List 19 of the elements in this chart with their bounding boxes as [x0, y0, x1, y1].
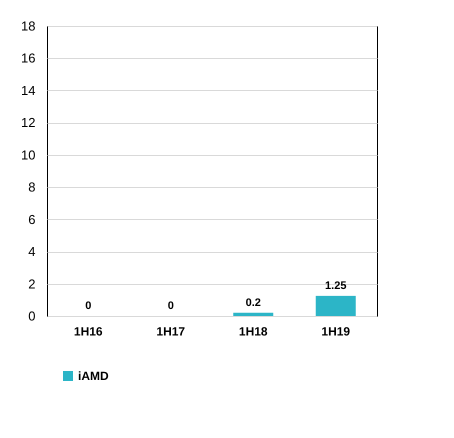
x-tick-label: 1H19: [321, 324, 350, 338]
data-label: 0: [168, 300, 174, 312]
y-tick-label: 12: [21, 115, 36, 130]
x-tick-label: 1H18: [238, 324, 268, 338]
y-tick-label: 16: [21, 50, 36, 66]
legend-label: iAMD: [78, 369, 109, 383]
x-tick-label: 1H17: [156, 324, 186, 338]
y-tick-label: 10: [21, 147, 36, 162]
data-label: 1.25: [325, 280, 346, 292]
data-label: 0: [85, 300, 92, 312]
y-tick-label: 2: [28, 276, 36, 292]
y-tick-label: 8: [28, 180, 36, 195]
y-tick-label: 6: [28, 212, 36, 227]
y-tick-label: 14: [21, 82, 36, 98]
data-label: 0.2: [246, 296, 261, 309]
y-tick-label: 18: [21, 18, 36, 34]
y-tick-label: 0: [28, 308, 36, 324]
x-tick-label: 1H16: [74, 324, 103, 338]
y-tick-label: 4: [28, 244, 36, 260]
